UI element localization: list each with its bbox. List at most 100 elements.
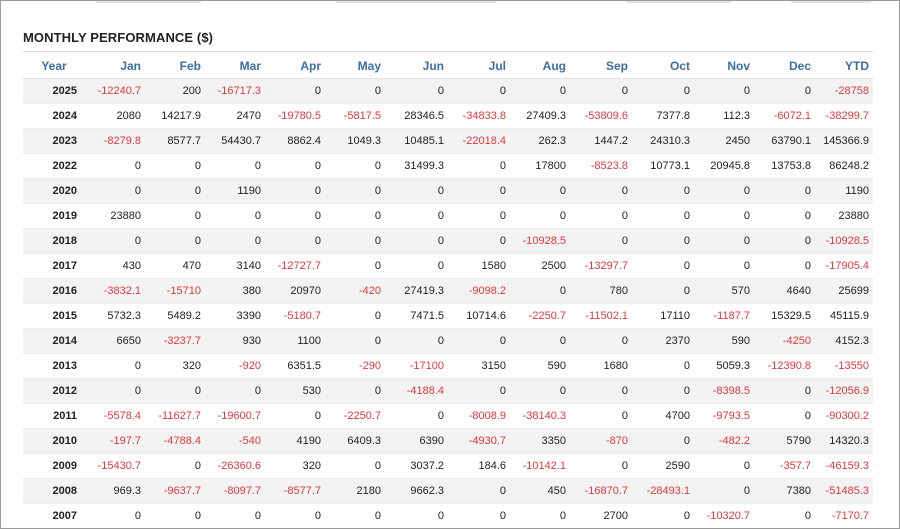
month-value-cell: 0 — [145, 503, 205, 528]
year-cell: 2007 — [23, 503, 85, 528]
year-cell: 2012 — [23, 378, 85, 404]
column-header-dec: Dec — [754, 54, 815, 79]
year-cell: 2011 — [23, 403, 85, 429]
column-header-nov: Nov — [694, 54, 754, 79]
month-value-cell: -8577.7 — [265, 478, 325, 504]
year-cell: 2016 — [23, 278, 85, 304]
month-value-cell: 0 — [205, 203, 265, 229]
month-value-cell: 3037.2 — [385, 453, 448, 479]
column-header-may: May — [325, 54, 385, 79]
month-value-cell: 0 — [385, 253, 448, 279]
month-value-cell: 0 — [325, 253, 385, 279]
month-value-cell: 0 — [325, 153, 385, 179]
month-value-cell: 3140 — [205, 253, 265, 279]
month-value-cell: 0 — [510, 503, 570, 528]
ytd-cell: 4152.3 — [815, 328, 873, 354]
month-value-cell: -28493.1 — [632, 478, 694, 504]
month-value-cell: -19600.7 — [205, 403, 265, 429]
month-value-cell: 0 — [325, 228, 385, 254]
month-value-cell: 0 — [754, 228, 815, 254]
month-value-cell: -22018.4 — [448, 128, 510, 154]
month-value-cell: 0 — [632, 203, 694, 229]
month-value-cell: 0 — [85, 378, 145, 404]
month-value-cell: -197.7 — [85, 428, 145, 454]
month-value-cell: 14217.9 — [145, 103, 205, 129]
month-value-cell: -16717.3 — [205, 78, 265, 104]
month-value-cell: 0 — [85, 178, 145, 204]
column-header-ytd: YTD — [815, 54, 873, 79]
top-edge-divider — [96, 1, 201, 3]
month-value-cell: 0 — [265, 228, 325, 254]
table-row: 2011 -5578.4 -11627.7 -19600.7 0 -2250.7 0 -800… — [23, 403, 873, 429]
month-value-cell: 320 — [145, 353, 205, 379]
month-value-cell: 0 — [385, 178, 448, 204]
month-value-cell: 6409.3 — [325, 428, 385, 454]
month-value-cell: 0 — [448, 78, 510, 104]
month-value-cell: 0 — [205, 228, 265, 254]
month-value-cell: 6650 — [85, 328, 145, 354]
table-row: 2017 430 470 3140 -12727.7 0 0 1580 2500 -13297.7… — [23, 253, 873, 279]
month-value-cell: 3390 — [205, 303, 265, 329]
month-value-cell: 5790 — [754, 428, 815, 454]
table-row: 2024 2080 14217.9 2470 -19780.5 -5817.5 28346.… — [23, 103, 873, 129]
year-cell: 2009 — [23, 453, 85, 479]
year-cell: 2008 — [23, 478, 85, 504]
month-value-cell: 0 — [694, 178, 754, 204]
month-value-cell: -2250.7 — [325, 403, 385, 429]
month-value-cell: 0 — [570, 228, 632, 254]
month-value-cell: 0 — [632, 78, 694, 104]
month-value-cell: -1187.7 — [694, 303, 754, 329]
month-value-cell: 0 — [448, 203, 510, 229]
month-value-cell: 0 — [385, 228, 448, 254]
month-value-cell: 969.3 — [85, 478, 145, 504]
month-value-cell: -53809.6 — [570, 103, 632, 129]
month-value-cell: -11627.7 — [145, 403, 205, 429]
ytd-cell: -90300.2 — [815, 403, 873, 429]
table-row: 2022 0 0 0 0 0 31499.3 0 17800 -8523.8 10773.1 2094… — [23, 153, 873, 179]
month-value-cell: 450 — [510, 478, 570, 504]
header-row: Year Jan Feb Mar Apr May Jun Jul Aug Sep Oct Nov Dec… — [23, 54, 873, 79]
month-value-cell: -540 — [205, 428, 265, 454]
month-value-cell: 0 — [510, 328, 570, 354]
month-value-cell: -12727.7 — [265, 253, 325, 279]
month-value-cell: 0 — [694, 453, 754, 479]
month-value-cell: 6390 — [385, 428, 448, 454]
month-value-cell: 0 — [145, 378, 205, 404]
month-value-cell: 0 — [570, 328, 632, 354]
month-value-cell: 3350 — [510, 428, 570, 454]
month-value-cell: 8577.7 — [145, 128, 205, 154]
year-cell: 2024 — [23, 103, 85, 129]
month-value-cell: 430 — [85, 253, 145, 279]
month-value-cell: 0 — [325, 78, 385, 104]
month-value-cell: 1580 — [448, 253, 510, 279]
month-value-cell: -38140.3 — [510, 403, 570, 429]
year-cell: 2010 — [23, 428, 85, 454]
ytd-cell: -13550 — [815, 353, 873, 379]
month-value-cell: -34833.8 — [448, 103, 510, 129]
year-cell: 2020 — [23, 178, 85, 204]
month-value-cell: 380 — [205, 278, 265, 304]
month-value-cell: -920 — [205, 353, 265, 379]
month-value-cell: 590 — [694, 328, 754, 354]
month-value-cell: 0 — [632, 228, 694, 254]
month-value-cell: 1190 — [205, 178, 265, 204]
table-row: 2010 -197.7 -4788.4 -540 4190 6409.3 6390 -4930… — [23, 428, 873, 454]
month-value-cell: -9793.5 — [694, 403, 754, 429]
month-value-cell: -3237.7 — [145, 328, 205, 354]
month-value-cell: -5578.4 — [85, 403, 145, 429]
month-value-cell: 0 — [694, 228, 754, 254]
table-row: 2016 -3832.1 -15710 380 20970 -420 27419.3 -909… — [23, 278, 873, 304]
month-value-cell: 2180 — [325, 478, 385, 504]
month-value-cell: -10142.1 — [510, 453, 570, 479]
table-row: 2008 969.3 -9637.7 -8097.7 -8577.7 2180 9662.3… — [23, 478, 873, 504]
month-value-cell: 2590 — [632, 453, 694, 479]
month-value-cell: 0 — [145, 153, 205, 179]
month-value-cell: -870 — [570, 428, 632, 454]
month-value-cell: 24310.3 — [632, 128, 694, 154]
month-value-cell: 0 — [265, 78, 325, 104]
month-value-cell: 7380 — [754, 478, 815, 504]
column-header-jul: Jul — [448, 54, 510, 79]
top-edge-divider — [791, 1, 871, 3]
month-value-cell: -12240.7 — [85, 78, 145, 104]
